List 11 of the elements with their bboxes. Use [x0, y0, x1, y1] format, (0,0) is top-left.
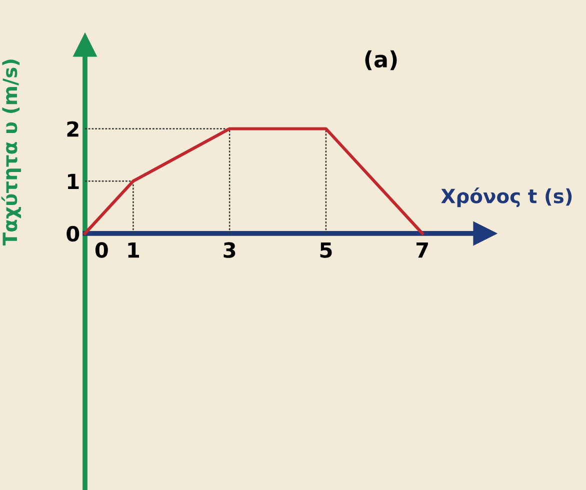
y-tick-label: 0	[66, 226, 80, 242]
x-tick-label: 5	[320, 242, 332, 258]
y-tick-label: 2	[67, 121, 78, 137]
x-tick-label: 7	[416, 242, 428, 258]
y-axis-title: Ταχύτητα υ (m/s)	[1, 60, 21, 246]
x-tick-label: 0	[95, 242, 108, 258]
x-tick-label: 3	[224, 242, 236, 258]
annotation: (a)	[365, 50, 397, 70]
y-tick-label: 1	[68, 174, 79, 190]
x-axis-title: Χρόνος t (s)	[441, 188, 572, 208]
x-tick-label: 1	[128, 242, 140, 258]
